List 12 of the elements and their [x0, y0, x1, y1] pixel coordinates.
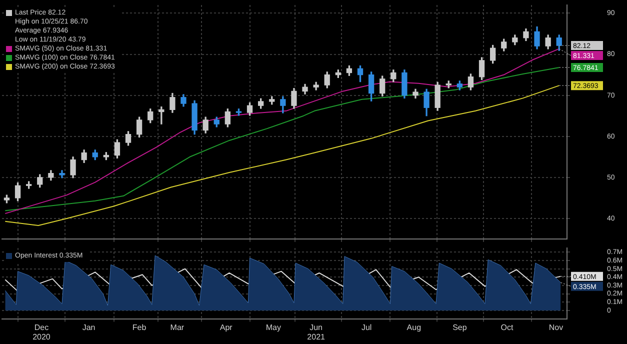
- x-tick-label: Jan: [82, 322, 96, 332]
- x-tick-label: Oct: [500, 322, 514, 332]
- x-tick-label: Jul: [361, 322, 372, 332]
- x-tick-label: Sep: [452, 322, 468, 332]
- x-tick-label: Apr: [220, 322, 233, 332]
- x-tick-label: Nov: [548, 322, 564, 332]
- x-tick-label: Mar: [170, 322, 184, 332]
- x-tick-label: May: [266, 322, 282, 332]
- x-tick-label: Jun 2021: [307, 322, 326, 342]
- x-tick-label: Feb: [132, 322, 147, 332]
- x-tick-label: Dec 2020: [32, 322, 51, 342]
- x-tick-label: Aug: [406, 322, 422, 332]
